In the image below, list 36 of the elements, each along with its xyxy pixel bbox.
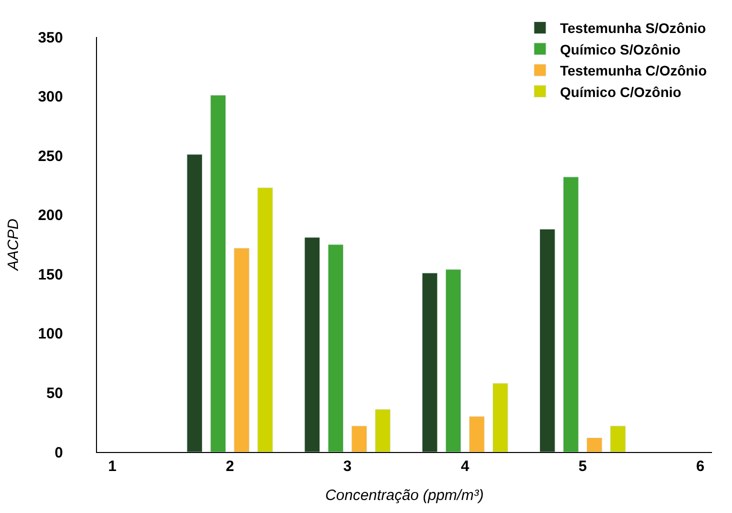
x-tick-label: 3 — [343, 458, 352, 475]
y-tick-label: 100 — [38, 326, 63, 343]
y-axis-title: AACPD — [5, 218, 22, 272]
y-tick-label: 250 — [38, 148, 63, 165]
bar — [586, 438, 602, 452]
y-tick-label: 50 — [46, 384, 63, 402]
legend-label: Testemunha S/Ozônio — [560, 20, 706, 36]
bar — [610, 426, 626, 452]
y-tick-label: 300 — [38, 88, 63, 106]
bar — [186, 154, 202, 452]
bar — [445, 269, 462, 452]
y-tick-label: 150 — [38, 266, 63, 284]
legend-label: Químico S/Ozônio — [560, 41, 681, 58]
x-tick-label: 4 — [460, 458, 470, 475]
bar — [351, 426, 368, 452]
bar — [210, 94, 226, 452]
bar — [328, 244, 344, 452]
bar — [422, 272, 438, 452]
y-tick-label: 200 — [38, 207, 63, 224]
bar — [539, 228, 556, 452]
legend-label: Testemunha C/Ozônio — [560, 62, 707, 79]
bar — [563, 176, 579, 452]
legend-label: Químico C/Ozônio — [560, 84, 682, 100]
bar — [234, 248, 250, 452]
x-tick-label: 2 — [226, 458, 234, 475]
x-tick-label: 5 — [578, 458, 587, 475]
y-tick-label: 350 — [38, 29, 63, 46]
bar — [492, 382, 508, 452]
bar — [304, 237, 320, 452]
bar — [468, 416, 485, 452]
x-tick-label: 1 — [108, 458, 116, 475]
bar — [374, 409, 391, 452]
bar — [257, 187, 274, 452]
y-tick-label: 0 — [54, 444, 63, 462]
x-tick-label: 6 — [696, 458, 704, 475]
x-axis-title: Concentração (ppm/m³) — [325, 487, 484, 504]
